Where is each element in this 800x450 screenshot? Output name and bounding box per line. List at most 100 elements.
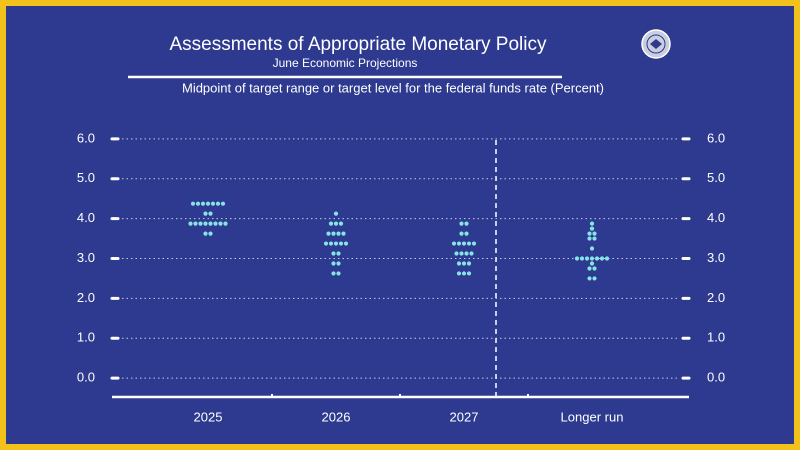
dot — [454, 251, 459, 256]
dot — [604, 256, 610, 261]
fed-seal — [641, 29, 671, 59]
dot — [456, 271, 462, 276]
dot — [198, 221, 203, 226]
background — [6, 6, 794, 444]
dot — [466, 261, 472, 266]
dot — [333, 241, 339, 246]
dot — [333, 221, 339, 226]
y-tick-label: 1.0 — [77, 330, 95, 345]
dot — [338, 241, 344, 246]
dot — [461, 271, 467, 276]
dot — [587, 276, 592, 281]
x-tick-label: 2025 — [194, 409, 223, 424]
dot — [205, 201, 211, 206]
y-tick-label-right: 2.0 — [707, 290, 725, 305]
dot — [208, 211, 213, 216]
y-tick-label-right: 0.0 — [707, 370, 725, 385]
dot — [456, 261, 462, 266]
dot — [213, 221, 218, 226]
dot — [188, 221, 193, 226]
dot — [574, 256, 580, 261]
dot — [336, 231, 341, 236]
y-axis-label: Midpoint of target range or target level… — [182, 80, 604, 95]
x-tick-label: Longer run — [561, 409, 624, 424]
dot — [592, 266, 597, 271]
dot — [464, 221, 469, 226]
dot — [464, 251, 469, 256]
dot — [203, 231, 208, 236]
dot — [451, 241, 457, 246]
dot — [594, 256, 600, 261]
dot — [461, 241, 467, 246]
dot — [341, 231, 346, 236]
dot — [466, 271, 472, 276]
dot — [589, 261, 595, 266]
dot — [218, 221, 223, 226]
dot — [461, 261, 467, 266]
dot — [584, 256, 590, 261]
dot — [587, 231, 592, 236]
dot — [323, 241, 329, 246]
dot — [331, 261, 336, 266]
y-tick-label-right: 3.0 — [707, 250, 725, 265]
dot — [456, 241, 462, 246]
dot — [592, 236, 597, 241]
dot — [599, 256, 605, 261]
y-tick-label: 6.0 — [77, 130, 95, 145]
dot — [592, 231, 597, 236]
dot — [203, 211, 208, 216]
dot — [223, 221, 228, 226]
dot — [587, 236, 592, 241]
dot — [587, 266, 592, 271]
y-tick-label: 5.0 — [77, 170, 95, 185]
chart-subtitle: June Economic Projections — [273, 56, 418, 70]
dot — [459, 231, 464, 236]
y-tick-label: 3.0 — [77, 250, 95, 265]
dot — [331, 271, 336, 276]
y-tick-label: 0.0 — [77, 370, 95, 385]
y-tick-label-right: 1.0 — [707, 330, 725, 345]
dot — [331, 251, 336, 256]
y-tick-label-right: 5.0 — [707, 170, 725, 185]
dot — [331, 231, 336, 236]
dot — [459, 221, 464, 226]
y-tick-label: 2.0 — [77, 290, 95, 305]
dot — [336, 271, 341, 276]
dot — [589, 226, 595, 231]
y-tick-label: 4.0 — [77, 210, 95, 225]
dot — [338, 221, 344, 226]
dot — [579, 256, 585, 261]
dot — [208, 231, 213, 236]
dot — [333, 211, 339, 216]
dot — [328, 221, 334, 226]
dot — [471, 241, 477, 246]
dot — [220, 201, 226, 206]
dot — [200, 201, 206, 206]
dot — [589, 256, 595, 261]
x-tick-label: 2026 — [322, 409, 351, 424]
dot — [336, 251, 341, 256]
dot — [208, 221, 213, 226]
x-tick-label: 2027 — [450, 409, 479, 424]
dot — [210, 201, 216, 206]
dot — [464, 231, 469, 236]
dot — [203, 221, 208, 226]
dot — [326, 231, 331, 236]
dot — [589, 246, 595, 251]
dot — [469, 251, 474, 256]
chart-title: Assessments of Appropriate Monetary Poli… — [169, 34, 547, 55]
dot — [195, 201, 201, 206]
dot — [589, 221, 595, 226]
y-tick-label-right: 6.0 — [707, 130, 725, 145]
y-tick-label-right: 4.0 — [707, 210, 725, 225]
dot — [193, 221, 198, 226]
dot — [466, 241, 472, 246]
dot — [215, 201, 221, 206]
dot — [336, 261, 341, 266]
dot — [592, 276, 597, 281]
dot — [343, 241, 349, 246]
dot — [328, 241, 334, 246]
dot — [459, 251, 464, 256]
